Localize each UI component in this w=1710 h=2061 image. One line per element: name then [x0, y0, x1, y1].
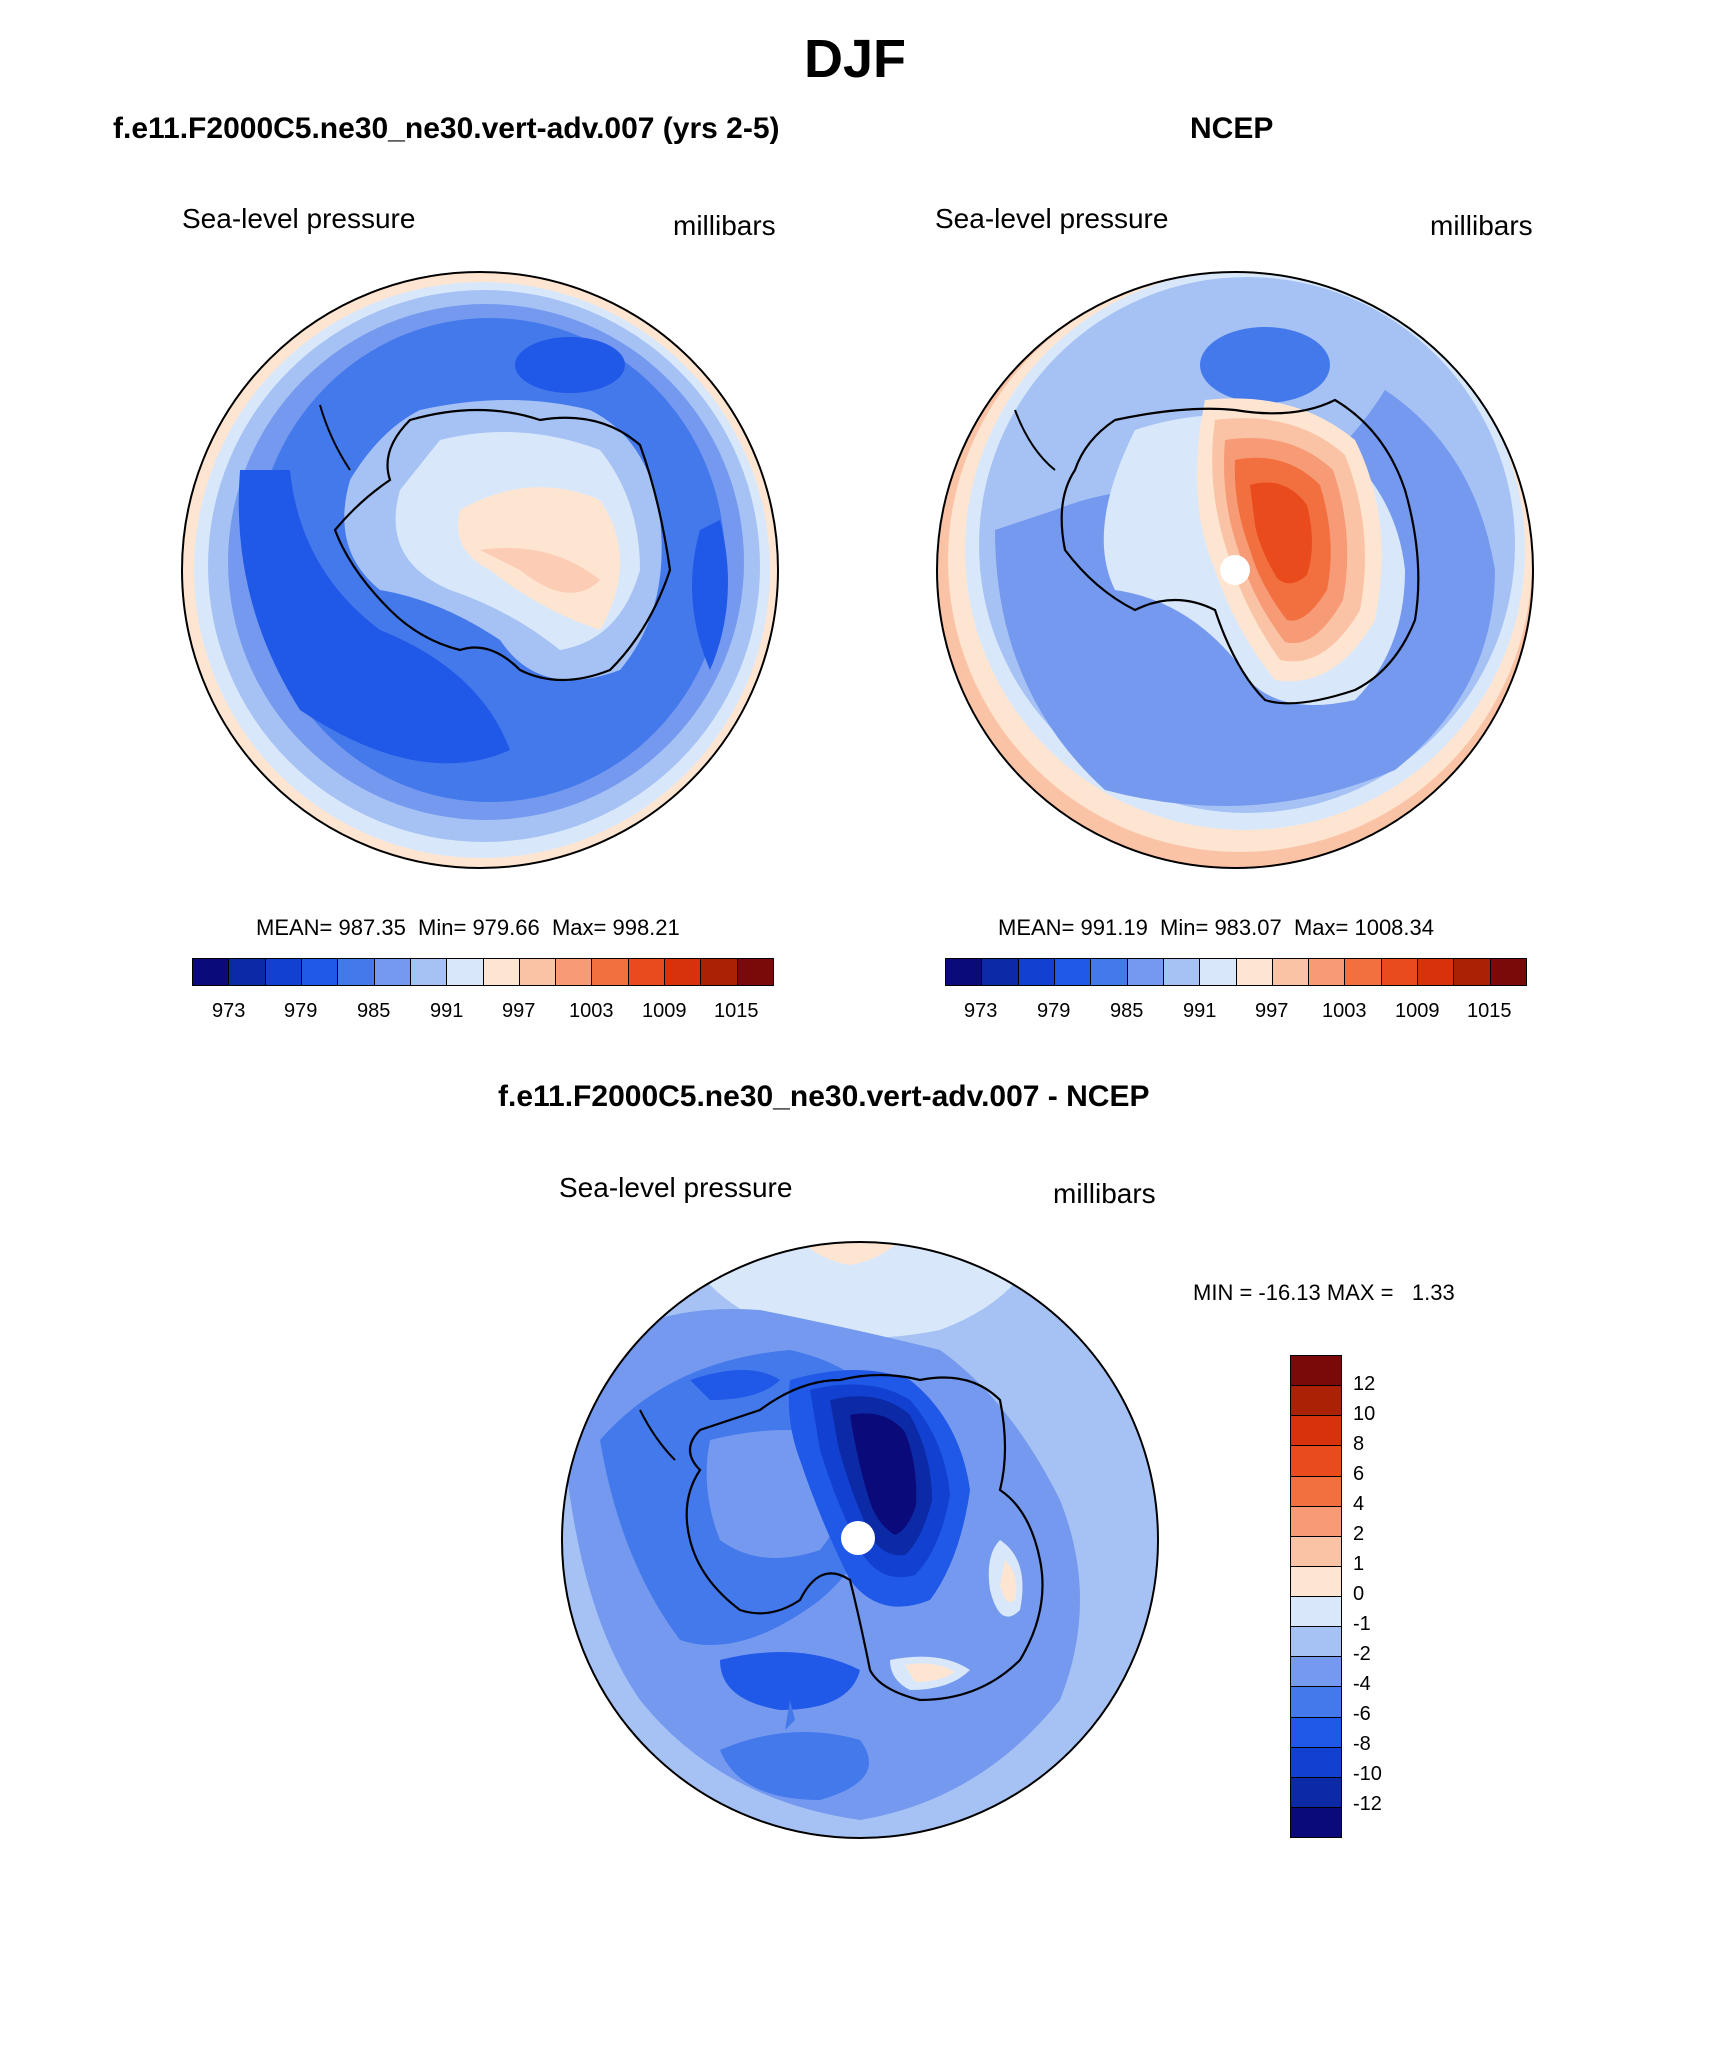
panel-1-colorbar — [192, 958, 774, 986]
panel-1-stats: MEAN= 987.35 Min= 979.66 Max= 998.21 — [256, 915, 680, 940]
panel-1-tick-label: 985 — [357, 1000, 391, 1022]
panel-2-stats: MEAN= 991.19 Min= 983.07 Max= 1008.34 — [998, 915, 1435, 940]
panel-3-tick-label: -1 — [1353, 1613, 1371, 1635]
panel-3-title: f.e11.F2000C5.ne30_ne30.vert-adv.007 - N… — [498, 1080, 1150, 1113]
panel-1-tick-label: 1003 — [569, 1000, 614, 1022]
panel-3-colorbar — [1290, 1355, 1342, 1838]
panel-3-tick-label: -4 — [1353, 1673, 1371, 1695]
panel-2-title: NCEP — [1190, 112, 1274, 145]
panel-2-tick-label: 1015 — [1467, 1000, 1512, 1022]
panel-3-polar-map — [561, 1241, 1159, 1839]
panel-3-variable-label: Sea-level pressure — [559, 1172, 793, 1203]
panel-3-units-label: millibars — [1053, 1178, 1156, 1209]
panel-3-tick-label: 0 — [1353, 1583, 1365, 1605]
panel-1-polar-map — [181, 271, 779, 869]
panel-2-tick-label: 997 — [1255, 1000, 1289, 1022]
panel-2-units-label: millibars — [1430, 210, 1533, 241]
panel-1-units-label: millibars — [673, 210, 776, 241]
panel-1-tick-label: 991 — [430, 1000, 464, 1022]
panel-3-tick-label: 12 — [1353, 1373, 1376, 1395]
panel-1-variable-label: Sea-level pressure — [182, 203, 416, 234]
panel-3-tick-label: 2 — [1353, 1523, 1365, 1545]
panel-2-tick-label: 985 — [1110, 1000, 1144, 1022]
panel-1-tick-label: 1009 — [642, 1000, 687, 1022]
panel-3-tick-label: 6 — [1353, 1463, 1365, 1485]
panel-3-tick-label: 1 — [1353, 1553, 1365, 1575]
panel-2-tick-label: 1009 — [1395, 1000, 1440, 1022]
figure-title: DJF — [803, 29, 906, 89]
panel-3-tick-label: -12 — [1353, 1793, 1382, 1815]
panel-3-stats: MIN = -16.13 MAX = 1.33 — [1193, 1280, 1455, 1305]
panel-1-tick-label: 1015 — [714, 1000, 759, 1022]
panel-3-tick-label: 8 — [1353, 1433, 1365, 1455]
panel-3-tick-label: 4 — [1353, 1493, 1365, 1515]
panel-2-variable-label: Sea-level pressure — [935, 203, 1169, 234]
panel-3-tick-label: 10 — [1353, 1403, 1376, 1425]
panel-3-tick-label: -2 — [1353, 1643, 1371, 1665]
panel-2-colorbar — [945, 958, 1527, 986]
panel-2-tick-label: 979 — [1037, 1000, 1071, 1022]
panel-1-tick-label: 973 — [212, 1000, 246, 1022]
panel-1-tick-label: 997 — [502, 1000, 536, 1022]
panel-3-tick-label: -6 — [1353, 1703, 1371, 1725]
panel-2-tick-label: 991 — [1183, 1000, 1217, 1022]
panel-3-tick-label: -8 — [1353, 1733, 1371, 1755]
panel-3-tick-label: -10 — [1353, 1763, 1382, 1785]
panel-2-tick-label: 973 — [964, 1000, 998, 1022]
panel-1-tick-label: 979 — [284, 1000, 318, 1022]
panel-2-polar-map — [936, 271, 1534, 869]
panel-1-title: f.e11.F2000C5.ne30_ne30.vert-adv.007 (yr… — [113, 112, 780, 145]
panel-2-tick-label: 1003 — [1322, 1000, 1367, 1022]
